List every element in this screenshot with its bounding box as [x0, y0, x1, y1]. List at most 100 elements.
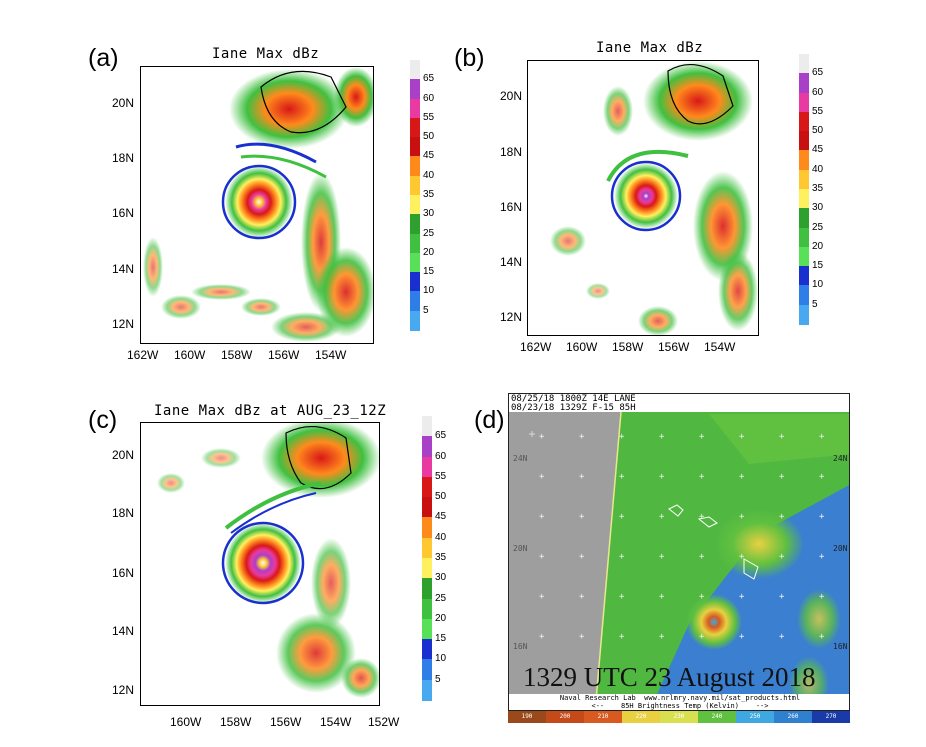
satellite-footer-line2: <-- 85H Brightness Temp (Kelvin) -->	[591, 702, 769, 710]
colorbar-segment	[422, 618, 432, 640]
colorbar-label: 65	[423, 73, 435, 85]
svg-text:+: +	[539, 472, 545, 482]
colorbar-segment	[422, 416, 432, 437]
colorbar-segment	[422, 558, 432, 579]
panel-b-letter: (b)	[454, 44, 485, 72]
svg-text:+: +	[699, 472, 705, 482]
colorbar-segment	[410, 195, 420, 215]
colorbar-segment	[422, 476, 432, 498]
svg-text:+: +	[819, 432, 825, 442]
colorbar-label: 45	[435, 511, 447, 523]
svg-text:+: +	[699, 632, 705, 642]
panel-c-lat-tick: 12N	[112, 683, 135, 697]
panel-c-letter: (c)	[88, 406, 118, 434]
svg-text:+: +	[699, 552, 705, 562]
svg-text:+: +	[699, 592, 705, 602]
panel-c-lon-tick: 154W	[320, 715, 352, 729]
panel-b-lat-tick: 20N	[500, 89, 523, 103]
svg-text:+: +	[819, 472, 825, 482]
svg-text:+: +	[579, 432, 585, 442]
panel-c-title: Iane Max dBz at AUG_23_12Z	[154, 403, 387, 419]
colorbar-label: 35	[812, 183, 824, 194]
colorbar-label: 15	[812, 260, 824, 272]
colorbar-label: 20	[812, 240, 824, 252]
svg-text:+: +	[779, 512, 785, 522]
colorbar-segment	[799, 92, 809, 113]
colorbar-segment	[410, 310, 420, 331]
colorbar-segment	[410, 272, 420, 293]
colorbar-segment	[799, 150, 809, 171]
colorbar-segment	[410, 214, 420, 235]
svg-text:+: +	[739, 472, 745, 482]
colorbar-segment	[799, 208, 809, 229]
svg-text:+: +	[619, 472, 625, 482]
colorbar-label: 55	[812, 105, 824, 117]
colorbar-label: 25	[812, 221, 824, 233]
colorbar-segment	[799, 111, 809, 132]
colorbar-label: 45	[423, 150, 435, 162]
panel-a-lon-tick: 158W	[221, 348, 253, 362]
colorbar-segment	[799, 227, 809, 248]
colorbar-segment	[410, 98, 420, 119]
colorbar-segment	[410, 291, 420, 312]
svg-text:+: +	[579, 512, 585, 522]
panel-c-lat-tick: 20N	[112, 448, 135, 462]
satellite-scale-segment: 230	[660, 711, 698, 723]
panel-c-lon-tick: 158W	[220, 715, 252, 729]
colorbar-segment	[410, 137, 420, 158]
panel-c-lat-tick: 16N	[112, 566, 135, 580]
svg-text:+: +	[619, 512, 625, 522]
svg-text:+: +	[819, 592, 825, 602]
satellite-header-line2: 08/23/18 1329Z F-15 85H	[511, 403, 636, 413]
colorbar-label: 5	[423, 304, 429, 316]
panel-a-lat-tick: 16N	[112, 206, 135, 220]
colorbar-label: 25	[423, 227, 435, 239]
colorbar-label: 30	[423, 208, 435, 220]
panel-c-lon-tick: 156W	[270, 715, 302, 729]
svg-text:+: +	[699, 432, 705, 442]
colorbar-label: 35	[423, 189, 435, 200]
svg-text:+: +	[659, 432, 665, 442]
colorbar-segment	[410, 79, 420, 100]
colorbar-segment	[410, 117, 420, 138]
colorbar-segment	[799, 169, 809, 190]
colorbar-segment	[422, 679, 432, 701]
satellite-header-line1: 08/25/18 1800Z 14E LANE	[511, 394, 636, 404]
svg-text:+: +	[539, 552, 545, 562]
colorbar-label: 50	[423, 131, 435, 143]
colorbar-segment	[422, 497, 432, 519]
svg-text:+: +	[619, 432, 625, 442]
panel-a-lat-tick: 18N	[112, 151, 135, 165]
panel-a-lon-tick: 156W	[268, 348, 300, 362]
colorbar-segment	[422, 517, 432, 539]
panel-c-lat-tick: 18N	[112, 506, 135, 520]
satellite-scale-segment: 250	[736, 711, 774, 723]
colorbar-segment	[799, 73, 809, 94]
satellite-scale-segment: 240	[698, 711, 736, 723]
svg-text:+: +	[619, 552, 625, 562]
svg-text:+: +	[779, 632, 785, 642]
satellite-color-scale: 190 200 210 220 230 240 250 260 270	[508, 711, 850, 723]
satellite-footer-line1: Naval Research Lab www.nrlmry.navy.mil/s…	[559, 694, 801, 702]
svg-text:+: +	[659, 472, 665, 482]
colorbar-segment	[410, 233, 420, 254]
panel-d-letter: (d)	[474, 406, 505, 434]
panel-c-radar-map	[140, 422, 380, 706]
panel-b-radar-image	[550, 61, 758, 335]
colorbar-label: 15	[423, 266, 435, 278]
satellite-lat-label: 24N	[513, 454, 528, 463]
colorbar-segment	[410, 156, 420, 177]
colorbar-segment	[799, 266, 809, 287]
svg-text:+: +	[659, 512, 665, 522]
panel-c-lon-tick: 160W	[170, 715, 202, 729]
panel-b-lat-tick: 14N	[500, 255, 523, 269]
panel-c-radar-image	[157, 423, 379, 698]
colorbar-segment	[422, 659, 432, 681]
colorbar-label: 10	[812, 279, 824, 291]
colorbar-label: 5	[435, 673, 441, 685]
colorbar-segment	[422, 537, 432, 559]
colorbar-label: 10	[423, 285, 435, 297]
panel-b-lat-tick: 18N	[500, 145, 523, 159]
colorbar-label: 10	[435, 653, 447, 665]
svg-text:+: +	[619, 592, 625, 602]
